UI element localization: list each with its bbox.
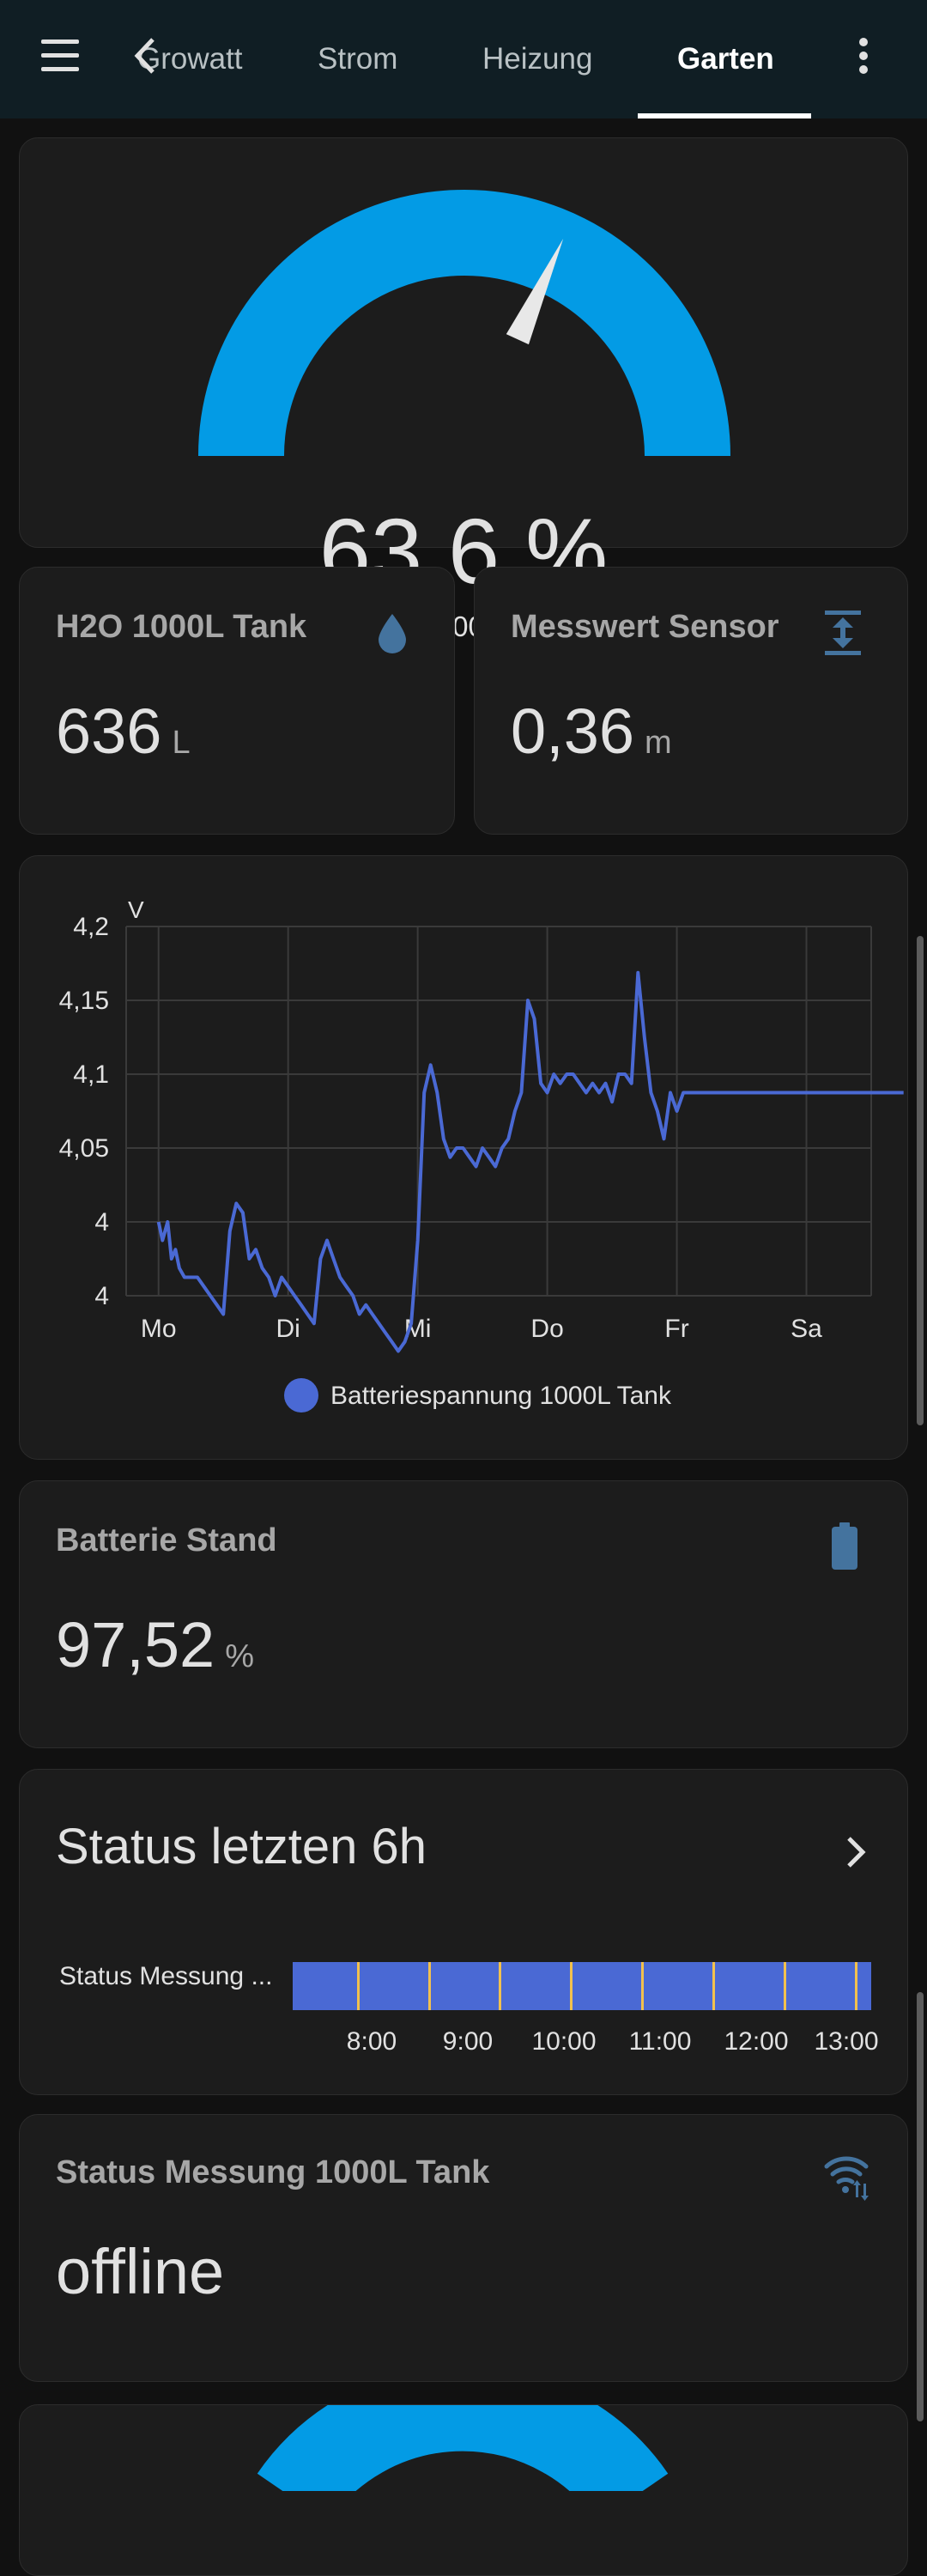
arrow-expand-vertical-icon <box>825 611 861 655</box>
timeline-state-change <box>784 1962 786 2010</box>
timeline-hour-label: 10:00 <box>531 2027 597 2056</box>
connection-status-card[interactable]: Status Messung 1000L Tank offline <box>19 2114 908 2382</box>
battery-voltage-chart-card[interactable]: 4,2 4,15 4,1 4,05 4 4 Mo Di Mi Do Fr Sa V Batteriespa… <box>19 855 908 1460</box>
timeline-state-change <box>570 1962 573 2010</box>
timeline-hour-label: 11:00 <box>628 2027 692 2056</box>
timeline-state-change <box>641 1962 644 2010</box>
x-tick-label: Mo <box>141 1315 177 1343</box>
value-number: 0,36 <box>511 696 635 767</box>
sensor-value-card[interactable]: Messwert Sensor 0,36 m <box>474 567 908 835</box>
tab-growatt[interactable]: Growatt <box>137 42 243 76</box>
value-unit: m <box>645 725 672 761</box>
gauge-needle <box>506 238 564 345</box>
x-tick-label: Do <box>530 1315 563 1343</box>
timeline-entity-label: Status Messung ... <box>59 1962 273 1990</box>
y-tick-label: 4 <box>94 1282 109 1310</box>
timeline-hour-label: 9:00 <box>442 2027 494 2056</box>
card-title: Batterie Stand <box>56 1522 277 1558</box>
y-tick-label: 4 <box>94 1208 109 1236</box>
timeline-hour-label: 12:00 <box>724 2027 789 2056</box>
chevron-right-icon[interactable] <box>839 1835 873 1869</box>
battery-icon <box>832 1522 857 1570</box>
menu-icon[interactable] <box>38 38 82 76</box>
x-tick-label: Sa <box>791 1315 822 1343</box>
y-tick-label: 4,05 <box>59 1134 109 1163</box>
card-title: H2O 1000L Tank <box>56 609 307 645</box>
tab-garten[interactable]: Garten <box>677 42 774 76</box>
value-unit: % <box>225 1638 254 1674</box>
chevron-left-icon[interactable] <box>129 34 163 77</box>
card-title: Status letzten 6h <box>56 1819 427 1874</box>
card-value: 636 L <box>56 695 191 768</box>
timeline-bar[interactable] <box>293 1962 871 2010</box>
status-history-card[interactable]: Status letzten 6h Status Messung ... 8:0… <box>19 1769 908 2095</box>
timeline-state-change <box>712 1962 715 2010</box>
x-tick-label: Fr <box>664 1315 688 1343</box>
tab-strom[interactable]: Strom <box>318 42 398 76</box>
legend-marker <box>284 1378 318 1413</box>
dots-vertical-icon[interactable] <box>855 34 872 77</box>
timeline-hour-label: 13:00 <box>814 2027 879 2056</box>
timeline-state-change <box>499 1962 501 2010</box>
wifi-sync-icon <box>824 2156 869 2201</box>
timeline-hour-label: 8:00 <box>346 2027 397 2056</box>
y-tick-label: 4,15 <box>59 987 109 1015</box>
card-value: 97,52% <box>56 1608 254 1681</box>
next-gauge-card[interactable] <box>19 2404 908 2576</box>
value-unit: L <box>172 725 191 761</box>
battery-level-card[interactable]: Batterie Stand 97,52% <box>19 1480 908 1748</box>
series-line <box>156 970 904 1353</box>
gauge <box>198 190 730 457</box>
tab-heizung[interactable]: Heizung <box>482 42 593 76</box>
card-value: 0,36 m <box>511 695 672 768</box>
timeline-state-change <box>428 1962 431 2010</box>
top-app-bar: Growatt Strom Heizung Garten <box>0 0 927 118</box>
y-tick-label: 4,2 <box>73 913 109 941</box>
gauge-card[interactable]: 63,6 % Füllstand 1000L Tank in % <box>19 137 908 642</box>
scrollbar[interactable] <box>917 936 924 1425</box>
card-value: offline <box>56 2236 225 2307</box>
x-tick-label: Di <box>276 1315 300 1343</box>
gauge <box>257 2405 669 2491</box>
card-title: Status Messung 1000L Tank <box>56 2154 490 2190</box>
value-number: 97,52 <box>56 1609 215 1680</box>
y-axis-label: V <box>128 896 144 923</box>
active-tab-indicator <box>638 113 811 118</box>
tank-volume-card[interactable]: H2O 1000L Tank 636 L <box>19 567 455 835</box>
value-number: 636 <box>56 696 162 767</box>
legend-label: Batteriespannung 1000L Tank <box>330 1382 672 1410</box>
timeline-state-change <box>855 1962 857 2010</box>
scrollbar[interactable] <box>917 1992 924 2421</box>
water-drop-icon <box>379 614 406 653</box>
timeline-state-change <box>357 1962 360 2010</box>
y-tick-label: 4,1 <box>73 1060 109 1089</box>
card-title: Messwert Sensor <box>511 609 779 645</box>
